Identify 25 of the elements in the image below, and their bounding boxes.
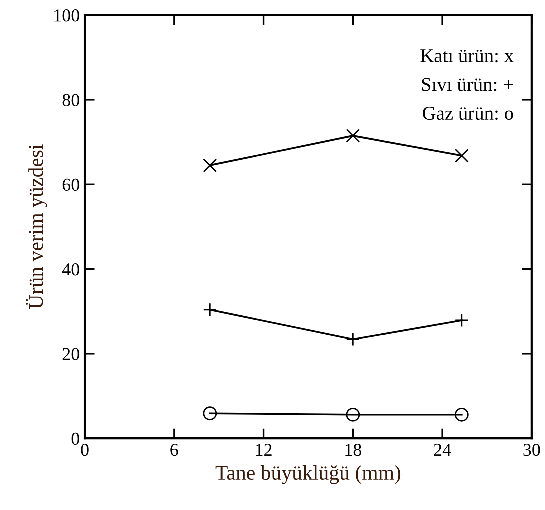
y-tick-label: 0	[72, 432, 80, 446]
y-tick-label: 60	[62, 178, 80, 192]
point	[346, 408, 360, 422]
x-tick-label: 0	[81, 444, 89, 456]
y-tick-label: 20	[62, 348, 80, 360]
x-tick-label: 6	[170, 444, 178, 456]
y-axis-title: Ürün verim yüzdesi	[26, 144, 48, 310]
point	[203, 158, 218, 173]
annotation: Sıvı ürün: +	[422, 78, 514, 92]
x-axis-title: Tane büyüklüğü (mm)	[216, 465, 401, 484]
point	[454, 314, 469, 328]
annotation: Gaz ürün: o	[423, 107, 514, 120]
y-tick-label: 100	[54, 10, 80, 22]
y-tick-label: 80	[62, 94, 80, 106]
point	[454, 408, 469, 422]
point	[203, 406, 218, 421]
point	[203, 302, 218, 317]
x-tick-label: 24	[434, 444, 452, 456]
x-tick-label: 12	[256, 444, 272, 456]
point	[454, 148, 469, 163]
x-tick-label: 30	[524, 444, 540, 456]
y-tick-label: 40	[62, 264, 80, 276]
annotation: Katı ürün: x	[420, 50, 514, 63]
point	[346, 128, 360, 143]
x-tick-label: 18	[346, 444, 362, 456]
